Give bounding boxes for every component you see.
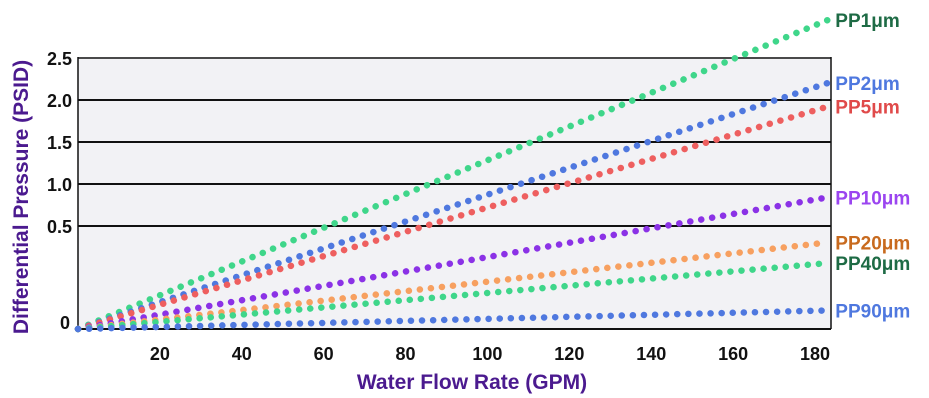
- series-line-PP1μm: [74, 16, 831, 333]
- series-label: PP1μm: [835, 11, 899, 32]
- y-tick-label: 0.5: [47, 217, 72, 237]
- x-tick-label: 140: [636, 344, 666, 364]
- y-axis-label: Differential Pressure (PSID): [10, 60, 33, 334]
- x-tick-label: 20: [150, 344, 170, 364]
- series-label: PP20μm: [835, 233, 910, 254]
- x-tick-label: 80: [396, 344, 416, 364]
- y-tick-labels: 0.5 1.0 1.5 2.0 2.5 0: [47, 49, 72, 333]
- series-label: PP90μm: [835, 301, 910, 322]
- x-tick-label: 40: [232, 344, 252, 364]
- series-line-PP90μm: [74, 307, 831, 333]
- y-tick-label: 2.5: [47, 49, 72, 69]
- series-line-PP2μm: [74, 79, 831, 333]
- series-label: PP5μm: [835, 98, 899, 119]
- y-tick-label-zero: 0: [60, 313, 70, 333]
- x-axis-label: Water Flow Rate (GPM): [357, 371, 587, 394]
- series-label: PP10μm: [835, 188, 910, 209]
- x-tick-label: 120: [554, 344, 584, 364]
- series-label: PP2μm: [835, 74, 899, 95]
- x-tick-label: 160: [718, 344, 748, 364]
- x-tick-label: 180: [800, 344, 830, 364]
- series-line-PP10μm: [74, 194, 831, 333]
- series-line-PP5μm: [74, 103, 831, 333]
- y-tick-label: 1.0: [47, 175, 72, 195]
- y-tick-label: 1.5: [47, 133, 72, 153]
- x-tick-label: 60: [314, 344, 334, 364]
- series-line-PP20μm: [74, 239, 831, 333]
- series-line-PP40μm: [74, 259, 831, 333]
- x-tick-labels: 20 40 60 80 100 120 140 160 180: [150, 344, 830, 364]
- y-tick-label: 2.0: [47, 91, 72, 111]
- series-group: [74, 16, 831, 333]
- series-label: PP40μm: [835, 254, 910, 275]
- x-tick-label: 100: [472, 344, 502, 364]
